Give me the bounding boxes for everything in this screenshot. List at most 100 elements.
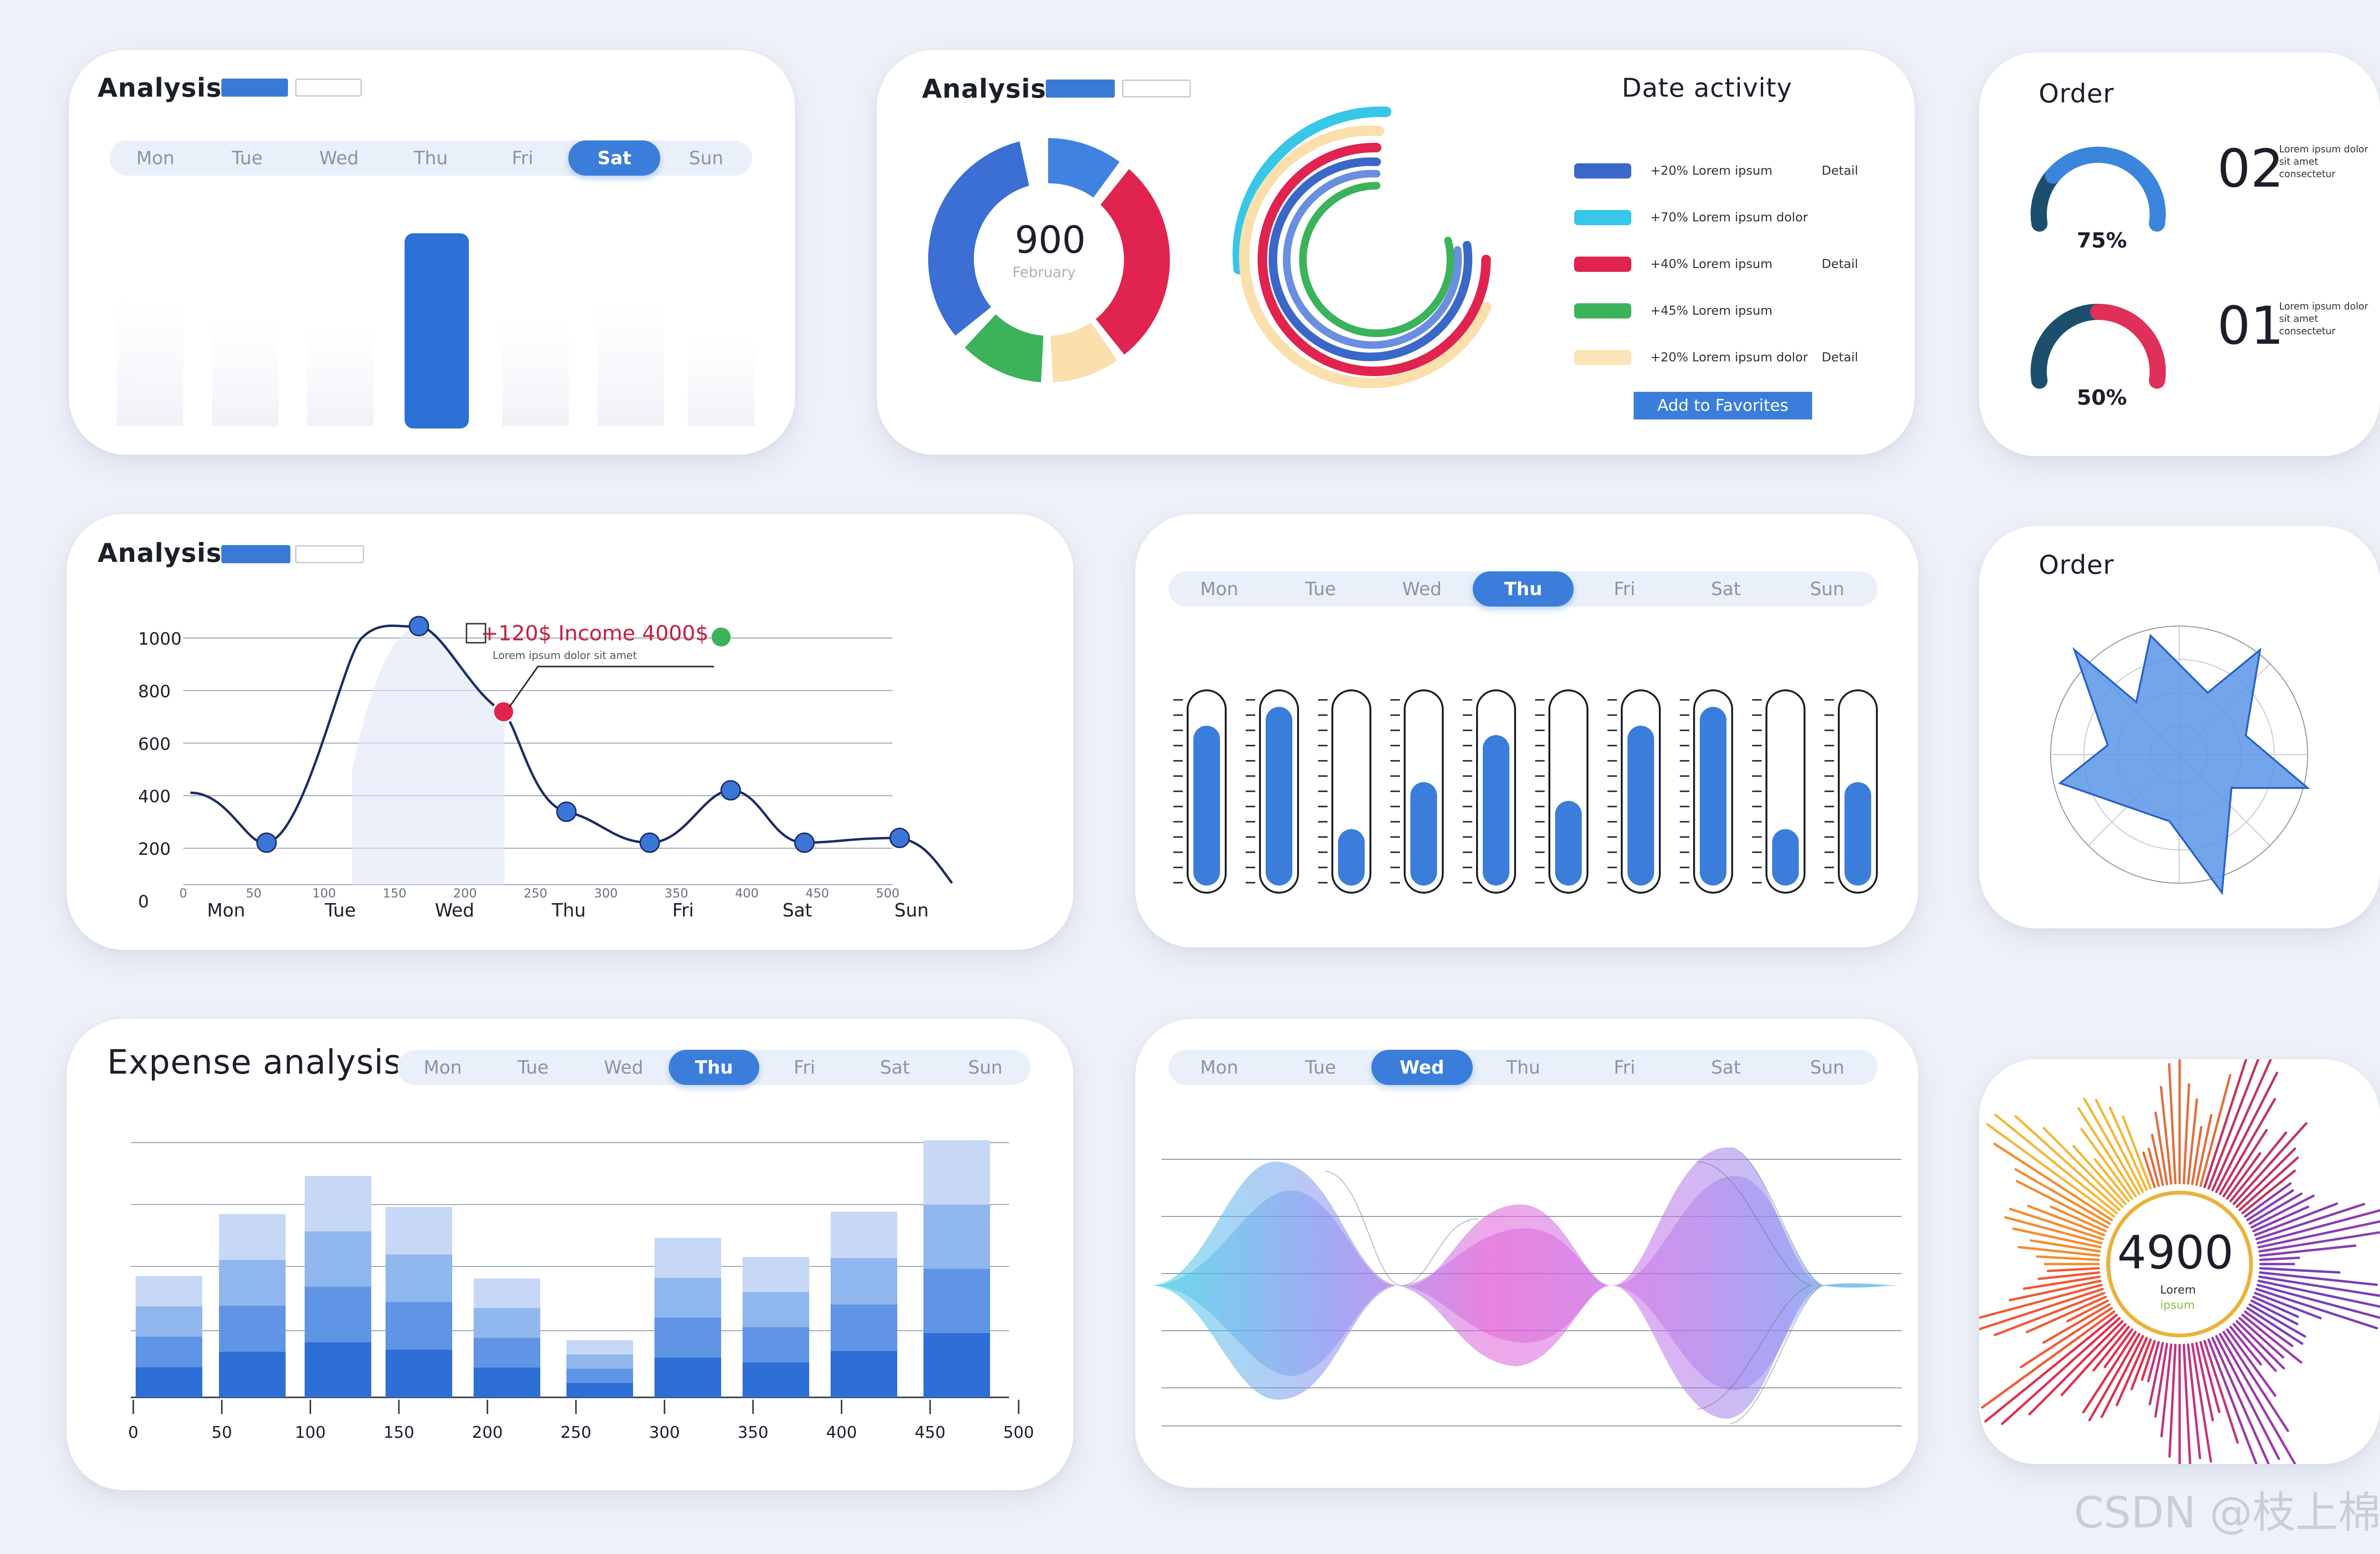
burst-ray	[2238, 1317, 2285, 1359]
day-tab-fri[interactable]: Fri	[793, 1057, 815, 1078]
burst-ray	[2229, 1131, 2287, 1203]
burst-ray	[2025, 1295, 2107, 1334]
day-tab-sun[interactable]: Sun	[1810, 578, 1844, 599]
day-tab-sun[interactable]: Sun	[968, 1057, 1003, 1078]
day-tab-mon[interactable]: Mon	[1200, 1057, 1239, 1078]
x-sub-label: 50	[246, 887, 261, 901]
toggle-b[interactable]	[295, 79, 362, 97]
day-tab-wed[interactable]: Wed	[604, 1057, 644, 1078]
toggle-a[interactable]	[1046, 80, 1115, 98]
burst-ray	[2259, 1271, 2378, 1286]
stacked-bar-chart: 0 50 100 150 200 250 300 350 400 450 500	[128, 1140, 1034, 1442]
add-to-favorites-button[interactable]: Add to Favorites	[1634, 392, 1812, 419]
legend-text: +20% Lorem ipsum	[1650, 164, 1773, 178]
gauge-number: 01	[2217, 295, 2284, 356]
day-tab-thu[interactable]: Thu	[1472, 571, 1574, 607]
day-tab-fri[interactable]: Fri	[512, 148, 534, 169]
burst-ray	[2226, 1328, 2277, 1397]
x-tick-label: 500	[1003, 1423, 1034, 1442]
day-tab-mon[interactable]: Mon	[423, 1057, 462, 1078]
day-tab-sat[interactable]: Sat	[1711, 1057, 1741, 1078]
burst-ray	[1984, 1314, 2118, 1423]
radar-area	[2058, 633, 2311, 896]
x-sub-label: 450	[805, 887, 829, 901]
stack-segment	[386, 1302, 452, 1350]
day-tab-fri[interactable]: Fri	[1614, 578, 1636, 599]
x-sub-label: 200	[453, 887, 477, 901]
x-tick-label: 300	[649, 1423, 680, 1442]
day-tab-wed[interactable]: Wed	[1402, 578, 1442, 599]
burst-ray	[2122, 1115, 2152, 1190]
capsule-fill	[1338, 829, 1365, 886]
day-tab-wed[interactable]: Wed	[1371, 1050, 1473, 1085]
bar-mon	[117, 298, 183, 426]
burst-ray	[2141, 1340, 2156, 1381]
card-title: Order	[2039, 79, 2114, 109]
radial-burst-chart	[1979, 1059, 2380, 1464]
day-tab-mon[interactable]: Mon	[136, 148, 175, 169]
card-title: Analysis	[98, 73, 222, 103]
stack-segment	[566, 1355, 633, 1369]
burst-ray	[2258, 1231, 2380, 1253]
donut-seg-green	[965, 314, 1043, 382]
legend-swatch	[1574, 303, 1631, 319]
day-tab-mon[interactable]: Mon	[1200, 578, 1239, 599]
burst-ray	[2254, 1292, 2322, 1320]
toggle-b[interactable]	[295, 545, 364, 563]
gauge-fill	[2090, 304, 2166, 389]
stack-segment	[474, 1338, 540, 1368]
legend-detail[interactable]: Detail	[1822, 257, 1858, 271]
day-tab-fri[interactable]: Fri	[1614, 1057, 1636, 1078]
gauge-fill	[2044, 147, 2166, 232]
day-tab-tue[interactable]: Tue	[1305, 578, 1336, 599]
stack-segment	[923, 1205, 990, 1269]
legend-detail[interactable]: Detail	[1822, 164, 1858, 178]
toggle-b[interactable]	[1122, 80, 1191, 98]
legend-detail[interactable]: Detail	[1822, 350, 1858, 365]
day-tab-thu[interactable]: Thu	[669, 1050, 759, 1085]
gauge-1	[2031, 147, 2166, 232]
day-tab-sat[interactable]: Sat	[1711, 578, 1741, 599]
burst-ray	[2203, 1340, 2239, 1444]
day-tab-tue[interactable]: Tue	[517, 1057, 549, 1078]
burst-ray	[2142, 1151, 2156, 1188]
toggle-a[interactable]	[221, 545, 290, 563]
day-selector: Mon Tue Wed Thu Fri Sat Sun	[397, 1050, 1031, 1085]
arc-red	[1258, 142, 1491, 376]
burst-ray	[2050, 1205, 2107, 1233]
gauge-number: 02	[2217, 138, 2284, 199]
burst-ray	[2109, 1106, 2148, 1192]
day-tab-sun[interactable]: Sun	[1810, 1057, 1844, 1078]
burst-ray	[2154, 1111, 2168, 1185]
day-tab-thu[interactable]: Thu	[414, 148, 448, 169]
burst-ray	[2147, 1147, 2160, 1187]
day-tab-tue[interactable]: Tue	[1305, 1057, 1336, 1078]
donut-seg-blue-light	[1048, 138, 1120, 198]
stack-segment	[654, 1357, 721, 1397]
x-tick-label: 400	[826, 1423, 857, 1442]
day-tab-sat[interactable]: Sat	[568, 140, 661, 176]
capsule-fill	[1844, 782, 1871, 886]
arc-blue-1	[1269, 157, 1473, 361]
burst-ray	[2199, 1341, 2221, 1414]
day-tab-sat[interactable]: Sat	[880, 1057, 910, 1078]
day-tab-wed[interactable]: Wed	[319, 148, 359, 169]
x-day-label: Sun	[894, 900, 929, 921]
analysis-line-card: Analysis 1000 800 600 400 200 0 Mon Tue Wed Thu Fr…	[67, 514, 1073, 950]
burst-ray	[2130, 1338, 2152, 1390]
day-tab-thu[interactable]: Thu	[1506, 1057, 1540, 1078]
day-tab-sun[interactable]: Sun	[689, 148, 724, 169]
burst-ray	[2238, 1156, 2299, 1211]
stack-segment	[831, 1305, 897, 1351]
burst-ray	[2029, 1239, 2101, 1253]
x-sub-label: 250	[524, 887, 547, 901]
toggle-a[interactable]	[221, 79, 288, 97]
stack-segment	[474, 1367, 540, 1397]
bar-sun	[688, 336, 754, 426]
day-selector: Mon Tue Wed Thu Fri Sat Sun	[1169, 571, 1878, 607]
burst-ray	[2219, 1097, 2276, 1195]
wave-line-2	[1730, 1147, 1822, 1424]
x-sub-label: 150	[383, 887, 407, 901]
legend-row: +70% Lorem ipsum dolor	[1574, 194, 1898, 241]
day-tab-tue[interactable]: Tue	[231, 148, 263, 169]
